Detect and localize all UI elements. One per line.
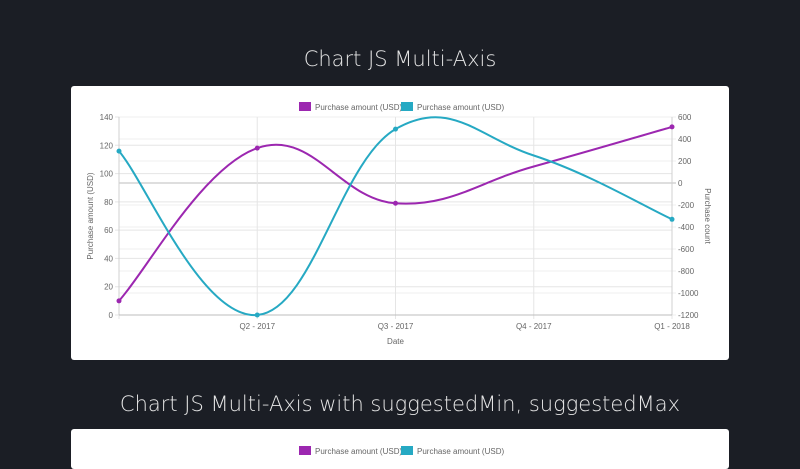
- x-tick-label: Q1 - 2018: [654, 322, 690, 331]
- series-line-purchase-amount: [118, 125, 673, 302]
- y-tick-label: 40: [104, 254, 113, 263]
- multi-axis-chart: Purchase amount (USD) Purchase amount (US…: [86, 102, 712, 346]
- legend-swatch: [401, 446, 413, 455]
- legend-label: Purchase amount (USD): [417, 103, 504, 112]
- chart-card-2: Purchase amount (USD) Purchase amount (US…: [71, 429, 729, 469]
- y-tick-label: 80: [104, 198, 113, 207]
- x-tick-label: Q3 - 2017: [378, 322, 414, 331]
- y2-tick-label: 400: [678, 135, 692, 144]
- y-tick-label: 60: [104, 226, 113, 235]
- multi-axis-chart-2: Purchase amount (USD) Purchase amount (US…: [299, 446, 504, 456]
- y-tick-label: 0: [109, 311, 114, 320]
- data-point-series1: [393, 200, 398, 206]
- y2-tick-label: -200: [678, 201, 695, 210]
- data-point-series2: [669, 216, 675, 222]
- chart-card: Purchase amount (USD) Purchase amount (US…: [71, 86, 729, 360]
- legend-swatch: [299, 102, 311, 111]
- legend: Purchase amount (USD) Purchase amount (US…: [299, 102, 504, 112]
- y2-tick-label: -400: [678, 223, 695, 232]
- grid: [115, 116, 676, 319]
- y2-tick-label: -600: [678, 245, 695, 254]
- y-tick-label: 140: [100, 113, 114, 122]
- y2-tick-label: 0: [678, 179, 683, 188]
- series-line-purchase-count: [118, 116, 673, 317]
- x-tick-label: Q2 - 2017: [239, 322, 275, 331]
- data-point-series1: [116, 298, 122, 304]
- data-point-series1: [254, 145, 260, 151]
- y2-tick-label: -1200: [678, 311, 699, 320]
- y2-axis-title: Purchase count: [703, 188, 712, 244]
- legend-label: Purchase amount (USD): [315, 447, 402, 456]
- y2-tick-label: -800: [678, 267, 695, 276]
- y-axis-title: Purchase amount (USD): [86, 172, 95, 259]
- section-title: Chart JS Multi-Axis with suggestedMin, s…: [119, 392, 681, 416]
- y2-tick-label: 200: [678, 157, 692, 166]
- legend-swatch: [299, 446, 311, 455]
- y-tick-label: 100: [100, 170, 114, 179]
- data-point-series2: [116, 148, 122, 154]
- y-tick-label: 20: [104, 283, 113, 292]
- data-point-series2: [393, 126, 398, 132]
- y-tick-label: 120: [100, 141, 114, 150]
- y2-tick-label: 600: [678, 113, 692, 122]
- legend-label: Purchase amount (USD): [315, 103, 402, 112]
- y2-tick-label: -1000: [678, 289, 699, 298]
- x-tick-label: Q4 - 2017: [516, 322, 552, 331]
- x-axis-title: Date: [387, 337, 404, 346]
- legend-swatch: [401, 102, 413, 111]
- page-title: Chart JS Multi-Axis: [303, 47, 497, 71]
- data-point-series2: [254, 312, 260, 318]
- legend-label: Purchase amount (USD): [417, 447, 504, 456]
- data-point-series1: [669, 124, 675, 130]
